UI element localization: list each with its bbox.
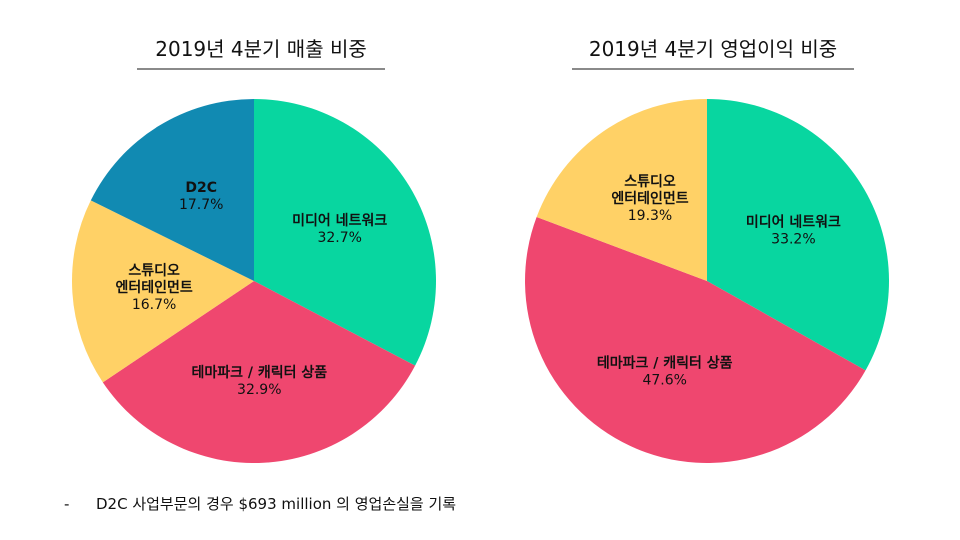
income-label-themepark-merch-name: 테마파크 / 캐릭터 상품 [597, 356, 733, 372]
footnote-text: D2C 사업부문의 경우 $693 million 의 영업손실을 기록 [96, 495, 457, 513]
revenue-label-media-network-name: 미디어 네트워크 [292, 212, 387, 229]
revenue-slice-d2c [90, 99, 254, 281]
income-label-studio-entertainment-name: 스튜디오 [624, 174, 676, 190]
footnote-bullet: - [64, 495, 70, 513]
chart-title-revenue: 2019년 4분기 매출 비중 [137, 36, 385, 70]
revenue-slice-media-network [254, 99, 436, 366]
income-label-studio-entertainment-name: 엔터테인먼트 [611, 190, 688, 207]
income-label-media-network-value: 33.2% [771, 232, 815, 248]
footnote: - D2C 사업부문의 경우 $693 million 의 영업손실을 기록 [64, 494, 456, 514]
revenue-label-media-network-value: 32.7% [317, 230, 361, 246]
income-slice-studio-entertainment [536, 99, 707, 281]
revenue-label-d2c-value: 17.7% [179, 197, 223, 213]
revenue-label-themepark-merch-name: 테마파크 / 캐릭터 상품 [191, 365, 327, 381]
income-slice-media-network [707, 99, 890, 371]
income-label-themepark-merch-value: 47.6% [642, 373, 686, 389]
revenue-label-themepark-merch-value: 32.9% [237, 382, 281, 398]
revenue-label-studio-entertainment-value: 16.7% [132, 297, 176, 313]
income-label-media-network-name: 미디어 네트워크 [746, 214, 841, 231]
revenue-label-studio-entertainment-name: 엔터테인먼트 [115, 279, 192, 296]
revenue-slice-themepark-merch [102, 281, 416, 463]
revenue-slice-studio-entertainment [71, 200, 254, 383]
income-label-studio-entertainment-value: 19.3% [628, 208, 672, 224]
income-slice-themepark-merch [525, 217, 866, 463]
revenue-label-d2c-name: D2C [185, 180, 217, 196]
revenue-label-studio-entertainment-name: 스튜디오 [128, 263, 180, 279]
chart-title-operating-income: 2019년 4분기 영업이익 비중 [572, 36, 854, 70]
